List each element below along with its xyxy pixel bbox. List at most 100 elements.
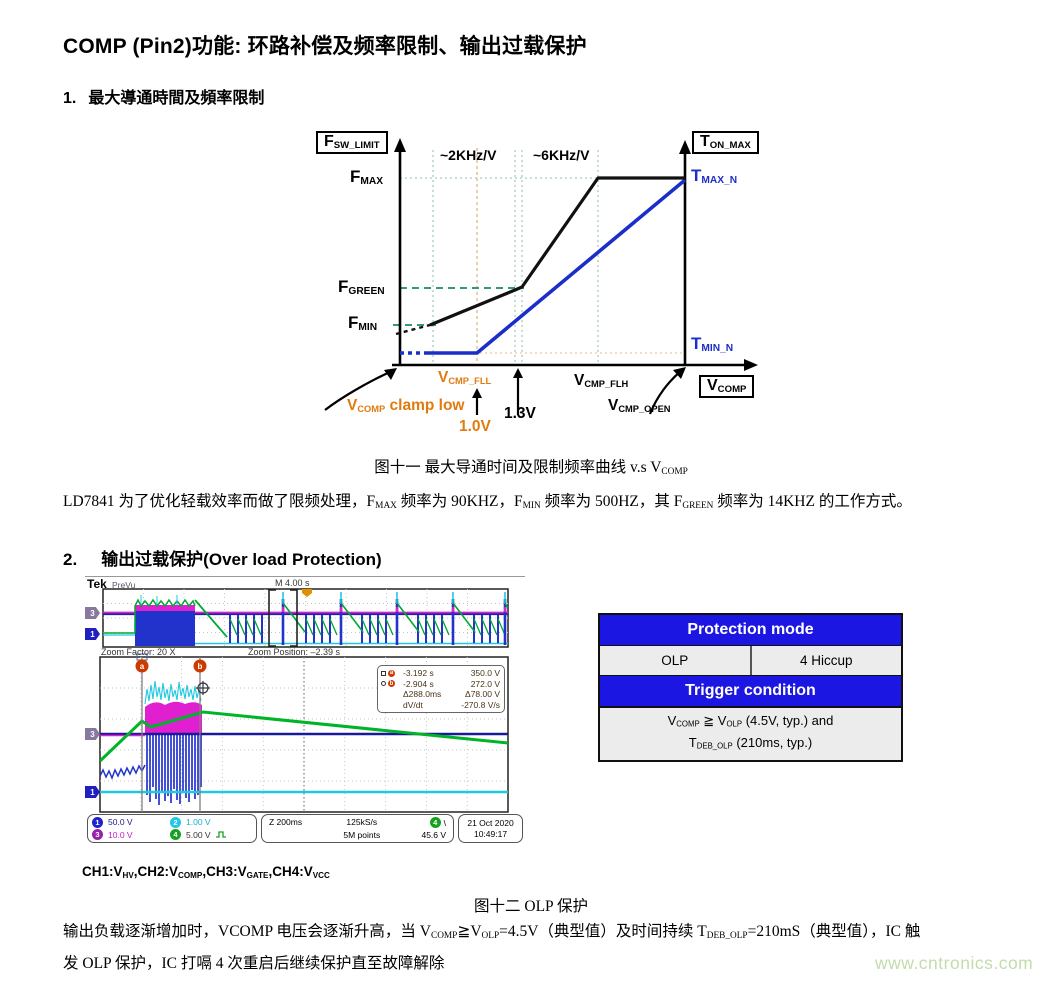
ch4-waveform-icon [215, 831, 226, 838]
vcmp-fll-label: VCMP_FLL [438, 369, 492, 387]
ch1-scale: 50.0 V [108, 817, 133, 828]
cursor-readout-box: a -3.192 s 350.0 V b -2.904 s 272.0 V Δ2… [377, 665, 505, 713]
slope-2khz-label: ~2KHz/V [440, 147, 497, 163]
ch3-marker-zoom: 3 [85, 728, 100, 740]
watermark: www.cntronics.com [875, 953, 1034, 973]
cursor-a-letter: a [140, 662, 145, 671]
fsw-limit-label: FSW_LIMIT [316, 131, 388, 155]
x-axis-arrowhead [744, 359, 758, 371]
trigger-channel-badge-icon: 4 [429, 817, 441, 828]
cursor-a-time: -3.192 s [403, 668, 434, 679]
channel-legend: CH1:VHV,CH2:VCOMP,CH3:VGATE,CH4:VVCC [82, 864, 330, 880]
ch4-scale-cell: 4 5.00 V [170, 829, 258, 841]
fig11-caption: 图十一 最大导通时间及限制频率曲线 v.s VCOMP [374, 459, 688, 478]
oscilloscope-capture: Tek PreVu M 4.00 s [85, 576, 525, 845]
ch2-badge-icon: 2 [170, 816, 181, 828]
datetime-box: 21 Oct 2020 10:49:17 [458, 814, 523, 843]
condition-line-2: TDEB_OLP (210ms, typ.) [688, 734, 813, 751]
sample-rate: 125kS/s [346, 817, 378, 827]
cursor-a-badge-icon: a [388, 669, 395, 677]
cursor-b-letter: b [198, 662, 203, 671]
ch3-scale: 10.0 V [108, 829, 133, 840]
cursor-a-volt: 350.0 V [470, 668, 500, 679]
scope-status-bar: 1 50.0 V 2 1.00 V 3 10.0 V 4 5.00 V Z 200ms … [87, 814, 523, 843]
square-marker-icon [381, 670, 386, 676]
cursor-b-marker [193, 659, 207, 673]
delta-time: Δ288.0ms [403, 689, 442, 700]
tek-logo: Tek [87, 577, 107, 591]
ch1-marker-zoom: 1 [85, 786, 100, 798]
cell-olp: OLP [661, 653, 689, 668]
ch1-badge-icon: 1 [92, 816, 103, 828]
section1-number: 1. [63, 90, 77, 107]
scope-time: 10:49:17 [473, 828, 508, 839]
readout-row-a: a -3.192 s 350.0 V [381, 668, 500, 679]
slope-6khz-label: ~6KHz/V [533, 147, 590, 163]
table-row-condition: VCOMP ≧ VOLP (4.5V, typ.) and TDEB_OLP (… [600, 707, 901, 761]
zoom-factor-readout: Zoom Factor: 20 X [101, 647, 176, 657]
scope-date: 21 Oct 2020 [467, 817, 514, 828]
zoom-position-readout: Zoom Position: –2.39 s [248, 647, 341, 657]
page-title: COMP (Pin2)功能: 环路补偿及频率限制、输出过载保护 [63, 35, 587, 58]
paragraph-1: LD7841 为了优化轻载效率而做了限频处理，FMAX 频率为 90KHZ，FM… [63, 493, 912, 512]
cursor-b-volt: 272.0 V [470, 678, 500, 689]
dvdt-value: -270.8 V/s [461, 699, 500, 710]
ch2-scale-cell: 2 1.00 V [170, 816, 258, 828]
ch1-marker-top: 1 [85, 628, 100, 640]
arrowhead-open [673, 367, 686, 379]
ch2-scale: 1.00 V [186, 817, 211, 828]
cursor-b-badge-icon: b [388, 680, 395, 688]
zoom-window-traces [100, 680, 508, 805]
channel-scales-box: 1 50.0 V 2 1.00 V 3 10.0 V 4 5.00 V [87, 814, 257, 843]
zoom-scale: Z 200ms [269, 817, 303, 827]
paragraph-2-line-1: 输出负载逐渐增加时，VCOMP 电压会逐渐升高，当 VCOMP≧VOLP=4.5… [63, 923, 921, 942]
trigger-position-marker [302, 589, 312, 597]
ch3-burst [145, 701, 202, 734]
axes [392, 148, 748, 367]
timebase-readout: M 4.00 s [275, 578, 310, 588]
arrowhead-1v0 [472, 388, 482, 398]
ch3-badge-icon: 3 [92, 829, 103, 841]
ch4-badge-icon: 4 [170, 829, 181, 841]
trigger-slope-icon: \ [443, 817, 447, 828]
fig11-diagram-svg [324, 138, 758, 415]
ch3-marker-top: 3 [85, 607, 100, 619]
cursor-b-time: -2.904 s [403, 678, 434, 689]
timebase-trigger-box: Z 200ms 125kS/s 5M points 4 \ 45.6 V [261, 814, 455, 843]
paragraph-2-line-2: 发 OLP 保护，IC 打嗝 4 次重启后继续保护直至故障解除 [63, 955, 445, 972]
vcmp-flh-label: VCMP_FLH [574, 372, 629, 390]
vcmp-open-label: VCMP_OPEN [608, 397, 671, 415]
cell-hiccup: 4 Hiccup [749, 646, 902, 675]
section1-heading: 1. 最大導通時間及頻率限制 [63, 84, 264, 108]
delta-volt: Δ78.00 V [465, 689, 500, 700]
zoom-bracket-left [268, 589, 276, 647]
fig11-diagram: FSW_LIMIT TON_MAX FMAX FGREEN FMIN TMAX_… [300, 118, 780, 452]
readout-row-b: b -2.904 s 272.0 V [381, 679, 500, 690]
section2-title: 输出过载保护(Over load Protection) [101, 550, 382, 569]
arrowhead-clamp [384, 368, 397, 380]
condition-line-1: VCOMP ≧ VOLP (4.5V, typ.) and [667, 713, 834, 729]
readout-row-dvdt: dV/dt -270.8 V/s [381, 700, 500, 711]
right-axis-arrowhead [679, 140, 691, 154]
ton-curve [428, 178, 687, 355]
fgreen-label: FGREEN [338, 277, 385, 298]
left-axis-arrowhead [394, 138, 406, 152]
acquisition-mode: PreVu [112, 580, 136, 590]
ch3-scale-cell: 3 10.0 V [92, 829, 170, 841]
label-1v3: 1.3V [504, 405, 536, 422]
ch4-scale: 5.00 V [186, 829, 211, 840]
trigger-level: 45.6 V [421, 830, 447, 840]
fmin-label: FMIN [348, 313, 378, 334]
vcomp-axis-label: VCOMP [699, 375, 755, 399]
tmax-n-label: TMAX_N [691, 166, 738, 187]
teal-vertical-gridlines [432, 150, 599, 365]
protection-table: Protection mode OLP 4 Hiccup Trigger con… [598, 613, 903, 763]
arrowhead-1v3 [513, 368, 523, 378]
tmin-n-label: TMIN_N [691, 334, 734, 355]
circle-marker-icon [381, 681, 386, 687]
ton-max-label: TON_MAX [692, 131, 759, 155]
record-length: 5M points [343, 830, 381, 840]
section2-number: 2. [63, 550, 78, 569]
crosshair-marker [196, 681, 210, 695]
